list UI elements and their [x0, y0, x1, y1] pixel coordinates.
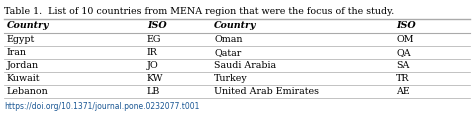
Text: QA: QA [396, 48, 411, 57]
Text: ISO: ISO [396, 22, 416, 30]
Text: https://doi.org/10.1371/journal.pone.0232077.t001: https://doi.org/10.1371/journal.pone.023… [4, 102, 200, 111]
Text: Jordan: Jordan [7, 61, 39, 70]
Text: Qatar: Qatar [214, 48, 242, 57]
Text: EG: EG [147, 35, 161, 44]
Text: SA: SA [396, 61, 410, 70]
Text: Kuwait: Kuwait [7, 74, 40, 83]
Text: Lebanon: Lebanon [7, 87, 49, 96]
Text: LB: LB [147, 87, 160, 96]
Text: Saudi Arabia: Saudi Arabia [214, 61, 276, 70]
Text: KW: KW [147, 74, 164, 83]
Text: ISO: ISO [147, 22, 166, 30]
Text: TR: TR [396, 74, 410, 83]
Text: AE: AE [396, 87, 410, 96]
Text: OM: OM [396, 35, 414, 44]
Text: Table 1.  List of 10 countries from MENA region that were the focus of the study: Table 1. List of 10 countries from MENA … [4, 7, 394, 16]
Text: Country: Country [214, 22, 257, 30]
Text: Turkey: Turkey [214, 74, 248, 83]
Text: Country: Country [7, 22, 49, 30]
Text: IR: IR [147, 48, 158, 57]
Text: Egypt: Egypt [7, 35, 35, 44]
Text: Oman: Oman [214, 35, 243, 44]
Text: Iran: Iran [7, 48, 27, 57]
Text: JO: JO [147, 61, 158, 70]
Text: United Arab Emirates: United Arab Emirates [214, 87, 319, 96]
